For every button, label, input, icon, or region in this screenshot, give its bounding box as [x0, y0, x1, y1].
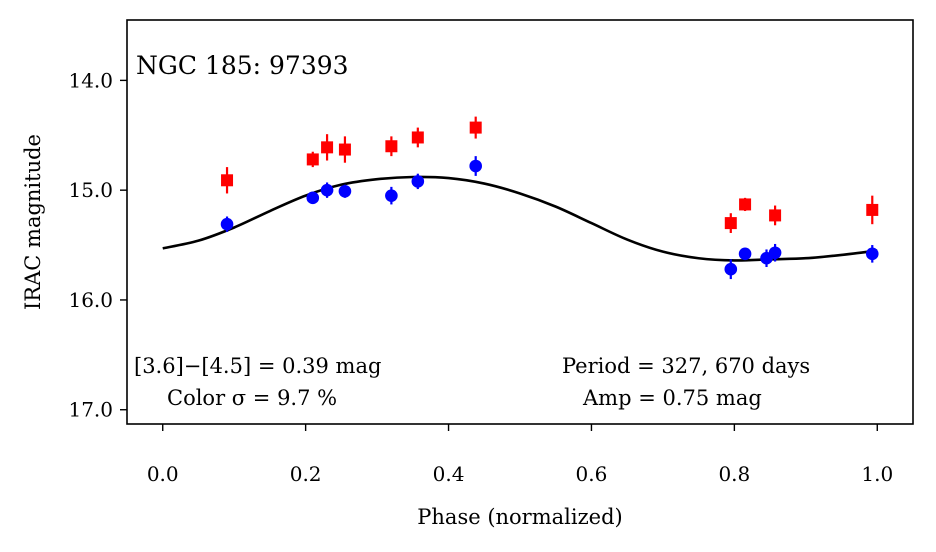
x-tick-label: 0.8	[718, 462, 750, 486]
data-point-square	[221, 174, 234, 187]
data-point-square	[411, 131, 424, 144]
data-point-circle	[320, 183, 334, 197]
data-point-square	[385, 140, 398, 153]
y-tick-label: 17.0	[68, 398, 113, 422]
data-point-circle	[338, 184, 352, 198]
data-point-circle	[724, 262, 738, 276]
amplitude-annotation: Amp = 0.75 mag	[582, 386, 762, 410]
chart-title: NGC 185: 97393	[136, 51, 349, 80]
plot-area	[127, 20, 913, 424]
data-point-square	[338, 143, 351, 156]
data-point-circle	[220, 217, 234, 231]
x-tick-label: 0.2	[290, 462, 322, 486]
x-axis-label: Phase (normalized)	[417, 505, 622, 529]
x-tick-label: 0.4	[433, 462, 465, 486]
x-axis-ticks: 0.0 0.2 0.4 0.6 0.8 1.0	[147, 424, 893, 486]
model-curve-line	[162, 175, 878, 262]
data-point-square	[724, 217, 737, 230]
data-point-square	[321, 141, 334, 154]
plot-frame	[126, 19, 914, 425]
y-axis-ticks: 14.0 15.0 16.0 17.0	[68, 68, 127, 422]
x-tick-label: 1.0	[861, 462, 893, 486]
data-point-circle	[411, 175, 425, 188]
series-red-squares	[221, 116, 879, 233]
data-point-circle	[768, 246, 782, 260]
data-point-square	[469, 121, 482, 134]
period-annotation: Period = 327, 670 days	[562, 354, 810, 378]
y-tick-label: 14.0	[68, 68, 113, 92]
data-point-circle	[385, 189, 398, 202]
color-diff-annotation: [3.6]−[4.5] = 0.39 mag	[134, 354, 381, 378]
x-tick-label: 0.6	[576, 462, 608, 486]
x-tick-label: 0.0	[147, 462, 179, 486]
y-tick-label: 15.0	[68, 178, 113, 202]
data-point-square	[739, 198, 752, 211]
data-point-square	[866, 203, 879, 216]
data-point-circle	[865, 247, 879, 261]
data-point-square	[769, 209, 782, 222]
model-curve-layer	[162, 175, 878, 262]
data-point-circle	[469, 159, 482, 173]
data-point-circle	[738, 247, 752, 261]
y-axis-label: IRAC magnitude	[21, 134, 45, 310]
series-blue-circles	[220, 156, 879, 280]
color-sigma-annotation: Color σ = 9.7 %	[167, 386, 337, 410]
y-tick-label: 16.0	[68, 288, 113, 312]
data-points-layer	[220, 116, 879, 280]
data-point-square	[306, 153, 319, 166]
data-point-circle	[306, 191, 320, 205]
